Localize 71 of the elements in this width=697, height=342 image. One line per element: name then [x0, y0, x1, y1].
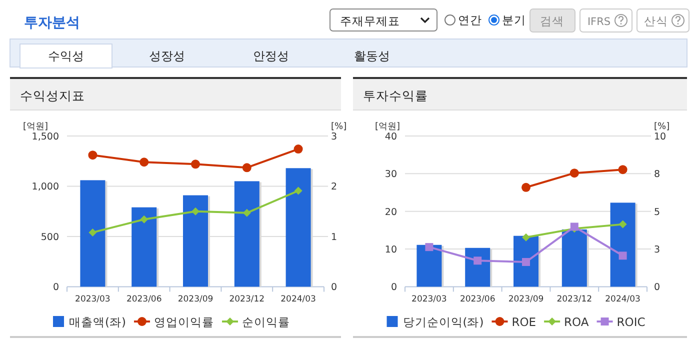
text: 투자분석 [24, 15, 80, 31]
legend-label: ROA [564, 315, 589, 329]
x-tick-label: 2024/03 [605, 294, 640, 305]
x-tick-label: 2023/09 [508, 294, 544, 305]
point [242, 163, 252, 172]
point [88, 228, 97, 236]
text: 연간 [458, 13, 482, 27]
y-tick-label: 30 [384, 169, 397, 180]
y2-axis-title: [%] [654, 122, 670, 132]
y2-tick-label: 0 [331, 282, 338, 294]
legend-label: ROE [512, 315, 536, 329]
point [140, 158, 149, 167]
y-tick-label: 10 [384, 244, 397, 256]
y-tick-label: 1,500 [32, 132, 59, 142]
y2-tick-label: 0 [654, 282, 660, 294]
y-axis-title: [억원] [23, 122, 48, 132]
y-axis-title: [억원] [375, 122, 400, 132]
point [425, 243, 434, 252]
x-tick-label: 2023/12 [229, 294, 265, 305]
x-tick-label: 2023/06 [460, 294, 496, 305]
point [140, 215, 148, 224]
point [618, 165, 628, 174]
legend-label: 매출액(좌) [69, 315, 126, 329]
y-tick-label: 500 [40, 232, 59, 243]
text: 성장성 [149, 49, 185, 63]
x-tick-label: 2023/12 [556, 294, 592, 305]
legend-label: ROIC [616, 315, 646, 329]
point [191, 160, 200, 169]
y-tick-label: 20 [384, 206, 397, 218]
y-tick-label: 1,000 [32, 182, 59, 193]
point [242, 208, 251, 217]
y2-tick-label: 8 [654, 169, 660, 180]
point [522, 233, 530, 242]
point [522, 182, 530, 192]
y-tick-label: 0 [390, 282, 397, 294]
point [618, 220, 627, 228]
point [294, 144, 303, 154]
text: 산식 [644, 14, 668, 28]
point [522, 258, 530, 266]
legend-label: 당기순이익(좌) [402, 315, 484, 329]
x-tick-label: 2023/06 [126, 294, 162, 305]
text: 안정성 [253, 49, 289, 63]
text: IFRS [587, 16, 611, 28]
y2-tick-label: 3 [654, 244, 660, 256]
point [192, 207, 200, 216]
y2-axis-title: [%] [331, 122, 347, 132]
y2-tick-label: 5 [654, 206, 660, 218]
chart-title: 투자수익률 [363, 88, 428, 103]
point [88, 150, 98, 160]
y2-tick-label: 10 [654, 132, 666, 142]
text: 활동성 [354, 49, 390, 63]
x-tick-label: 2023/03 [75, 294, 110, 305]
y-tick-label: 40 [384, 132, 397, 142]
point [294, 186, 302, 195]
text: 검색 [540, 14, 564, 28]
x-tick-label: 2023/09 [178, 294, 214, 305]
x-tick-label: 2024/03 [280, 294, 316, 305]
text: 주재무제표 [340, 14, 400, 28]
y2-tick-label: 3 [331, 132, 338, 142]
point [474, 256, 482, 265]
text: 분기 [502, 13, 526, 27]
legend-label: 순이익률 [242, 315, 290, 329]
point [570, 168, 579, 178]
chart-title: 수익성지표 [20, 88, 85, 103]
x-tick-label: 2023/03 [412, 294, 447, 305]
text: 수익성 [48, 49, 84, 63]
y2-tick-label: 1 [331, 232, 338, 243]
y-tick-label: 0 [52, 282, 59, 294]
point [618, 252, 627, 260]
y2-tick-label: 2 [331, 182, 338, 193]
legend-label: 영업이익률 [154, 315, 214, 329]
